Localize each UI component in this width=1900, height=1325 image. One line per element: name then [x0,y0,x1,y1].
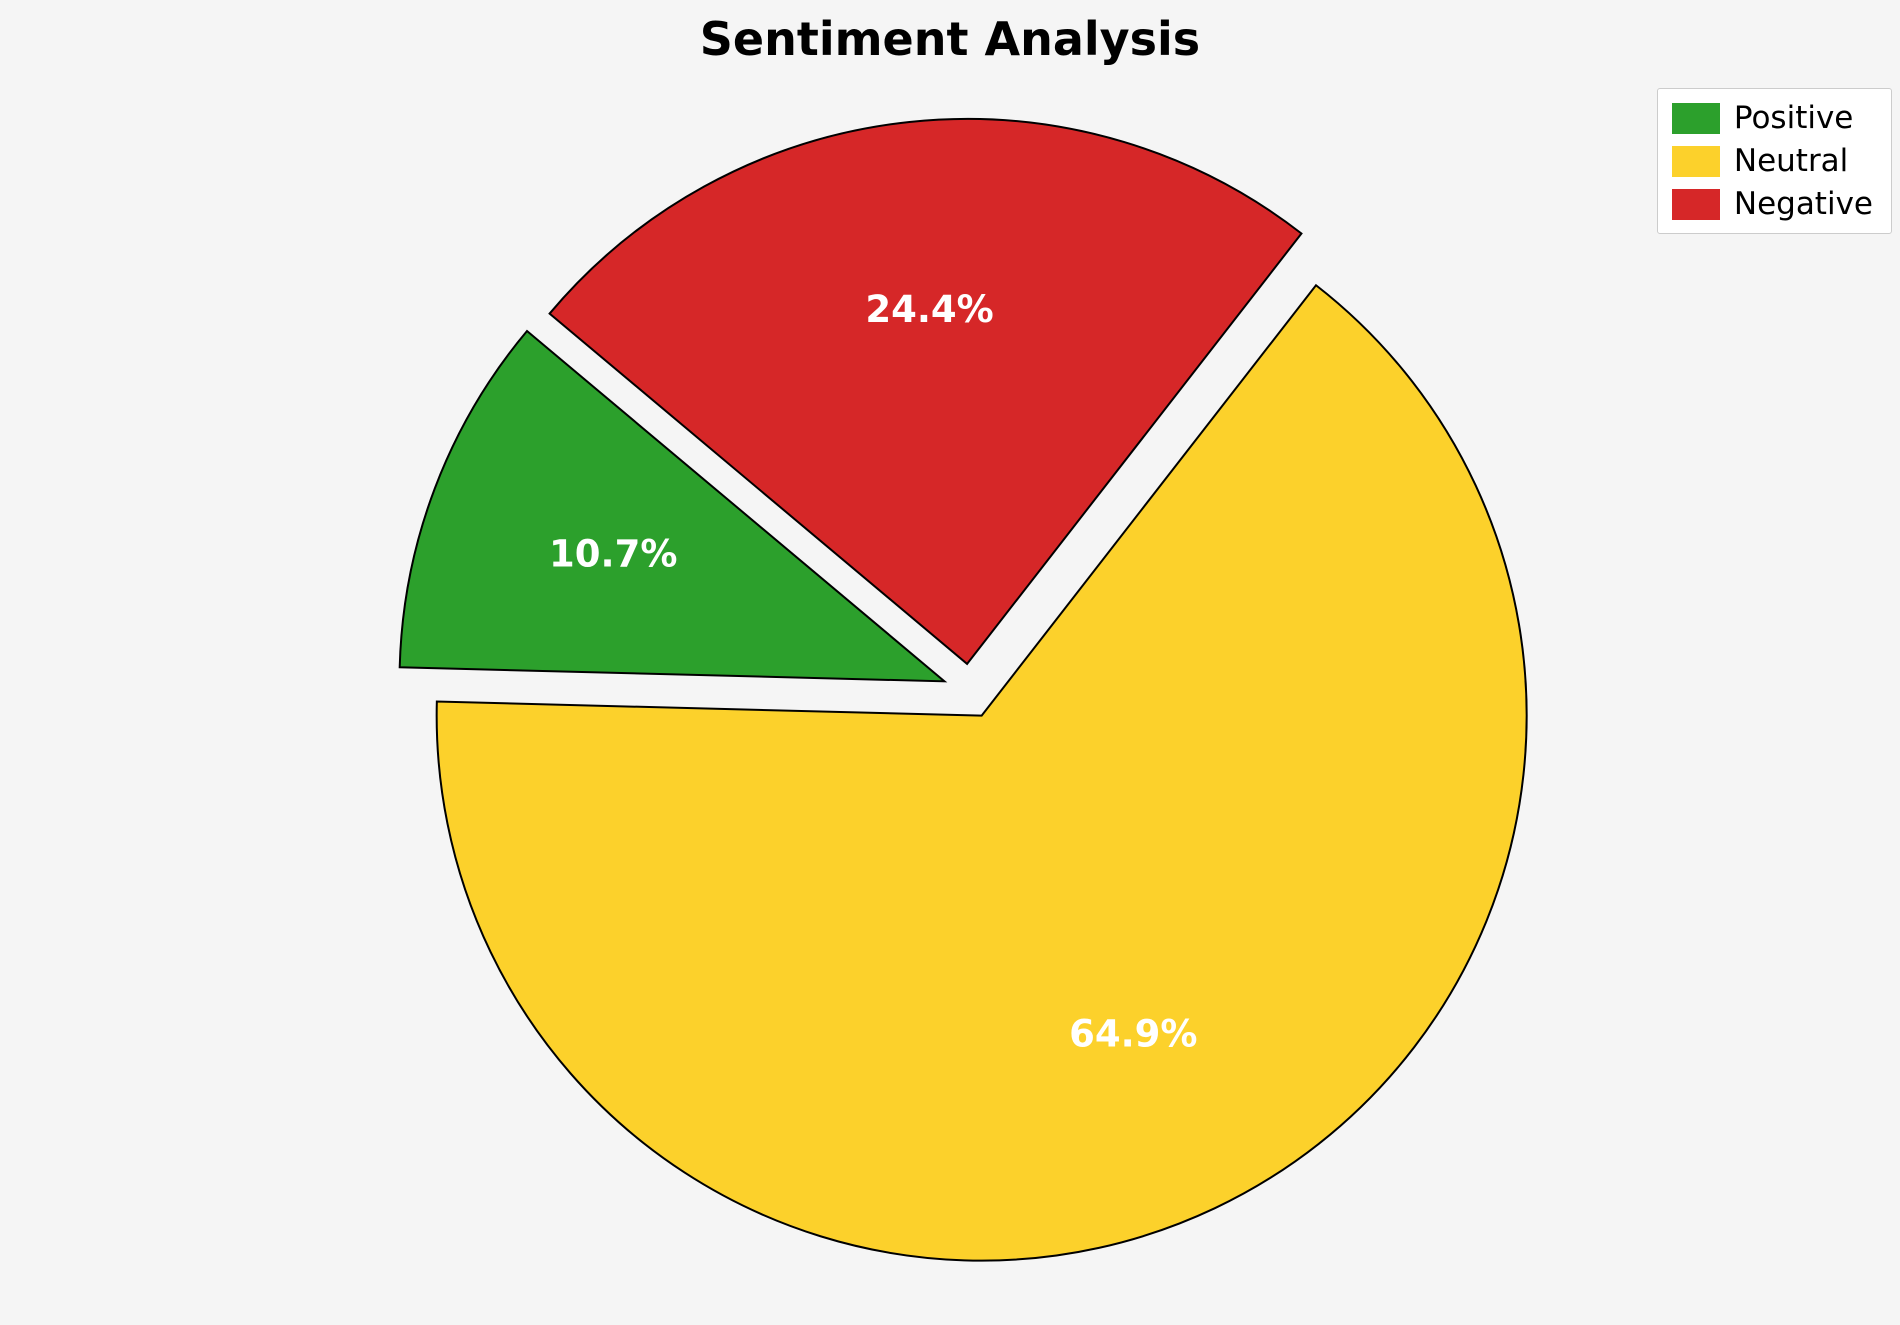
legend-label-neutral: Neutral [1733,143,1849,180]
legend: Positive Neutral Negative [1656,88,1892,235]
pct-label-positive: 10.7% [549,532,677,575]
legend-label-positive: Positive [1733,100,1854,136]
chart-title: Sentiment Analysis [699,12,1201,66]
legend-item-neutral: Neutral [1671,143,1873,180]
legend-swatch-neutral [1671,145,1720,177]
legend-swatch-positive [1671,102,1720,134]
legend-item-negative: Negative [1671,186,1873,223]
pie-slice-positive [398,329,948,683]
pct-label-neutral: 64.9% [1069,1012,1197,1055]
pie-slice-neutral [435,283,1528,1262]
pct-label-negative: 24.4% [865,288,993,331]
pie-slice-negative [548,117,1303,666]
legend-item-positive: Positive [1671,100,1873,136]
legend-label-negative: Negative [1733,186,1873,223]
legend-swatch-negative [1671,188,1720,220]
